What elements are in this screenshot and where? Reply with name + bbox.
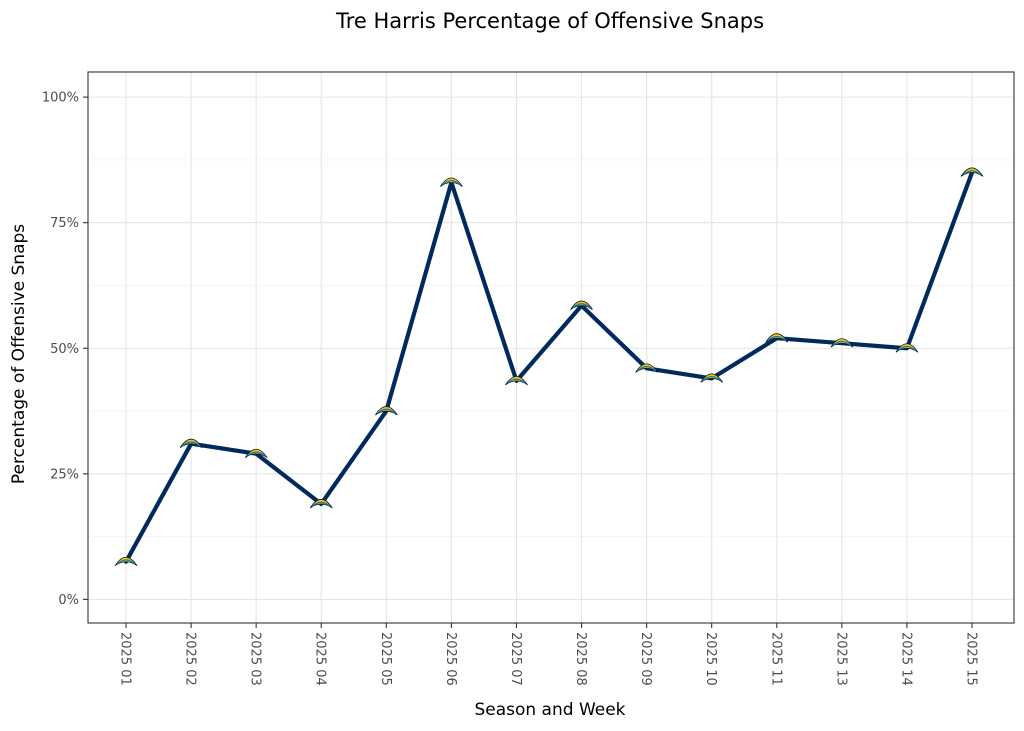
x-tick-label: 2025 07 (508, 632, 523, 686)
series-group (114, 167, 984, 567)
x-tick-label: 2025 04 (313, 632, 328, 686)
series-line (123, 170, 975, 564)
x-tick-label: 2025 13 (833, 632, 848, 686)
chart-title: Tre Harris Percentage of Offensive Snaps (335, 9, 764, 33)
x-axis-title: Season and Week (474, 700, 625, 720)
x-tick-label: 2025 09 (638, 632, 653, 686)
x-tick-label: 2025 08 (573, 632, 588, 686)
y-tick-label: 25% (50, 467, 79, 482)
x-tick-label: 2025 01 (118, 632, 133, 686)
x-tick-label: 2025 14 (898, 632, 913, 686)
x-tick-label: 2025 02 (183, 632, 198, 686)
plot-panel (87, 71, 1015, 624)
x-tick-label: 2025 10 (703, 632, 718, 686)
y-axis: 0% 25% 50% 75% 100% (42, 91, 88, 608)
y-axis-title: Percentage of Offensive Snaps (9, 224, 29, 484)
y-tick-label: 75% (50, 216, 79, 231)
x-tick-label: 2025 05 (378, 632, 393, 686)
x-tick-label: 2025 06 (443, 632, 458, 686)
x-tick-label: 2025 11 (768, 632, 783, 686)
y-tick-label: 50% (50, 342, 79, 357)
x-tick-label: 2025 15 (964, 632, 979, 686)
y-tick-label: 0% (58, 593, 79, 608)
x-axis: 2025 01 2025 02 2025 03 2025 04 2025 05 2025 … (118, 623, 979, 686)
grid (88, 72, 1014, 623)
x-tick-label: 2025 03 (248, 632, 263, 686)
y-tick-label: 100% (42, 91, 79, 106)
